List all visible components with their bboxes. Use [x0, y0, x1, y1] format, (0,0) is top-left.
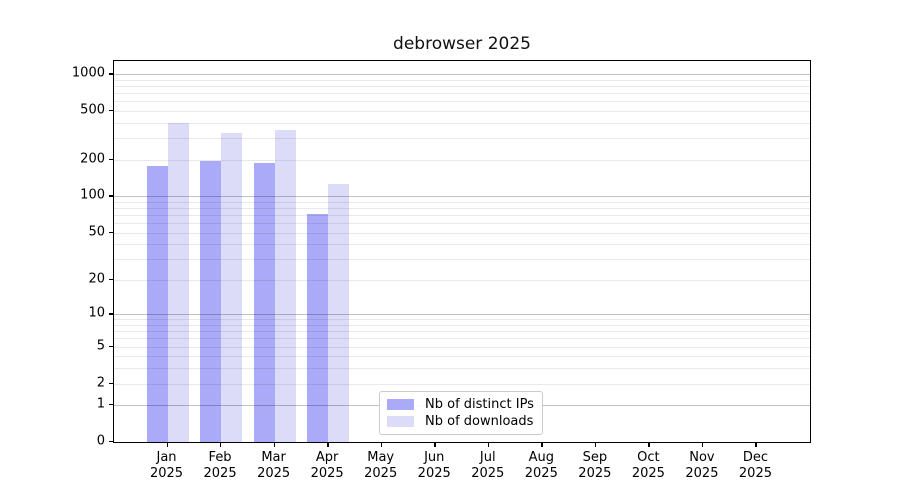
x-tick-mark — [434, 443, 436, 447]
y-tick-label: 200 — [80, 151, 105, 167]
x-tick-mark — [380, 443, 383, 447]
y-tick-label: 20 — [88, 271, 105, 287]
bar-downloads — [221, 133, 243, 442]
x-tick-mark — [487, 443, 490, 447]
x-tick-mark — [755, 443, 757, 447]
bar-downloads — [328, 184, 350, 442]
y-tick-label: 5 — [96, 338, 105, 354]
y-tick-label: 0 — [96, 433, 105, 449]
x-tick-mark — [220, 443, 222, 447]
gridline — [114, 110, 810, 112]
y-tick-mark — [109, 441, 113, 443]
x-tick-mark — [273, 443, 275, 447]
x-tick-label: Apr 2025 — [310, 450, 344, 481]
legend-item-downloads: Nb of downloads — [387, 414, 534, 429]
y-tick-mark — [109, 382, 113, 384]
x-tick-label: Jan 2025 — [149, 450, 184, 481]
x-tick-label: Oct 2025 — [631, 450, 665, 481]
bar-downloads — [274, 129, 296, 442]
y-tick-mark — [109, 313, 113, 315]
y-tick-mark — [109, 109, 113, 112]
y-tick-mark — [109, 73, 113, 75]
x-tick-mark — [648, 443, 650, 447]
legend-label-distinct-ips: Nb of distinct IPs — [425, 397, 534, 412]
chart-title: debrowser 2025 — [393, 34, 531, 54]
legend: Nb of distinct IPs Nb of downloads — [379, 391, 543, 435]
x-tick-label: Jun 2025 — [417, 450, 451, 481]
y-tick-label: 500 — [80, 102, 105, 118]
y-tick-mark — [109, 231, 113, 234]
legend-item-distinct-ips: Nb of distinct IPs — [387, 397, 534, 412]
y-tick-label: 2 — [96, 375, 105, 390]
x-tick-mark — [327, 443, 329, 447]
y-tick-label: 1000 — [71, 65, 105, 81]
plot-area: Nb of distinct IPs Nb of downloads — [113, 60, 811, 443]
bar-distinct-ips — [146, 165, 168, 442]
x-tick-label: Aug 2025 — [524, 450, 558, 481]
y-tick-mark — [109, 404, 113, 406]
legend-swatch-downloads — [387, 416, 414, 427]
x-tick-label: Feb 2025 — [203, 450, 237, 481]
y-tick-mark — [109, 195, 113, 197]
x-tick-label: Nov 2025 — [685, 450, 719, 481]
y-tick-label: 100 — [80, 187, 105, 203]
x-tick-mark — [594, 443, 597, 447]
x-tick-label: Dec 2025 — [738, 450, 772, 481]
x-tick-mark — [541, 443, 543, 447]
bar-distinct-ips — [200, 160, 222, 442]
gridline — [114, 86, 810, 87]
x-tick-mark — [166, 443, 168, 447]
gridline — [114, 79, 810, 81]
y-tick-label: 1 — [96, 396, 105, 412]
gridline — [114, 122, 810, 124]
legend-label-downloads: Nb of downloads — [425, 414, 534, 429]
y-tick-mark — [109, 345, 113, 347]
legend-swatch-distinct-ips — [387, 399, 414, 410]
x-tick-label: May 2025 — [364, 450, 398, 481]
bar-distinct-ips — [253, 162, 275, 442]
x-tick-label: Mar 2025 — [257, 450, 291, 481]
x-tick-label: Sep 2025 — [578, 450, 612, 481]
y-tick-mark — [109, 158, 113, 160]
gridline — [114, 138, 810, 140]
y-tick-label: 10 — [88, 305, 105, 321]
gridline — [114, 74, 810, 76]
y-tick-label: 50 — [88, 224, 105, 240]
x-tick-label: Jul 2025 — [471, 450, 505, 481]
x-tick-mark — [701, 443, 704, 447]
bar-distinct-ips — [307, 213, 329, 442]
gridline — [114, 93, 810, 95]
y-tick-mark — [109, 278, 113, 281]
gridline — [114, 101, 810, 103]
bar-downloads — [167, 123, 189, 442]
